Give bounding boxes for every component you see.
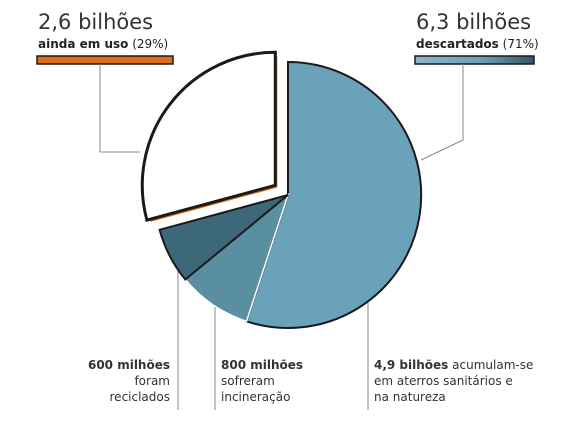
pie-slice-in-use-edge [140,50,277,222]
in-use-percent: (29%) [132,37,169,51]
landfill-amount: 4,9 bilhões [374,358,449,372]
in-use-label: ainda em uso (29%) [38,37,168,51]
incinerated-note: 800 milhões sofreram incineração [221,357,303,405]
in-use-leader [99,64,140,153]
leader-lines [99,64,464,410]
incinerated-line3: incineração [221,390,291,404]
pie-slice-landfill [245,60,423,329]
pie-slice-recycled [158,194,289,281]
discarded-label-text: descartados [416,37,499,51]
incinerated-line2: sofreram [221,374,275,388]
in-use-label-text: ainda em uso [38,37,129,51]
landfill-line2: em aterros sanitários e [374,374,513,388]
landfill-note: 4,9 bilhões acumulam-se em aterros sanit… [374,357,533,405]
in-use-bar [36,55,174,65]
landfill-line1-rest: acumulam-se [452,358,534,372]
discarded-total: 6,3 bilhões [416,10,532,34]
recycled-amount: 600 milhões [87,358,170,372]
discarded-leader [420,64,464,161]
discarded-bar [414,55,535,65]
recycled-line3: reciclados [109,390,170,404]
landfill-line3: na natureza [374,390,446,404]
discarded-label: descartados (71%) [416,37,539,51]
in-use-total: 2,6 bilhões [38,10,154,34]
recycled-line2: foram [134,374,170,388]
discarded-percent: (71%) [502,37,539,51]
recycled-note: 600 milhões foram reciclados [88,357,170,405]
incinerated-amount: 800 milhões [221,358,304,372]
